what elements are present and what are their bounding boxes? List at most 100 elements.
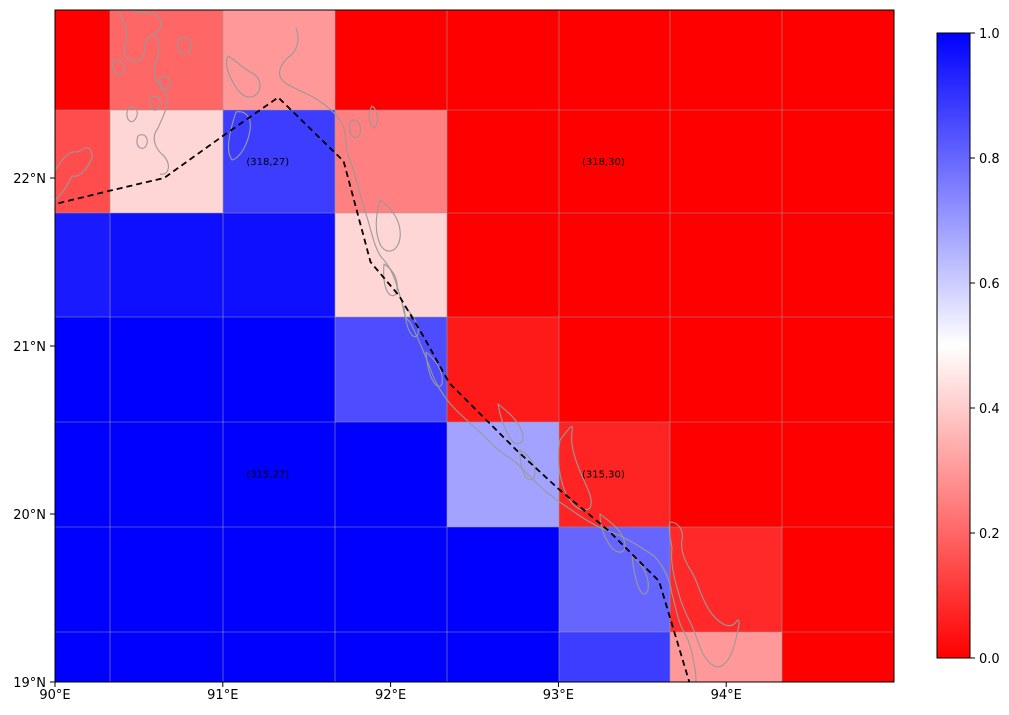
gridlines — [55, 10, 894, 682]
cell-label: (318,30) — [582, 157, 625, 168]
heatmap-cell — [55, 110, 110, 213]
y-tick-label: 20°N — [13, 508, 46, 523]
x-axis: 90°E 91°E 92°E 93°E 94°E — [39, 682, 742, 703]
colorbar-ticks: 0.0 0.2 0.4 0.6 0.8 1.0 — [970, 27, 1000, 667]
coastline-delta-1 — [117, 10, 169, 175]
coastline-myanmar-5 — [631, 555, 649, 595]
heatmap-cell — [335, 110, 447, 213]
heatmap-cell — [782, 10, 894, 110]
coastline-myanmar-2 — [519, 449, 536, 481]
heatmap-cell — [559, 422, 670, 527]
colorbar-tick-label: 0.2 — [979, 527, 1000, 542]
heatmap-cell — [670, 632, 782, 682]
heatmap-cell — [110, 632, 223, 682]
heatmap-cell — [335, 527, 447, 632]
heatmap-cell — [782, 527, 894, 632]
heatmap-cell — [55, 632, 110, 682]
coastline-estuary-3 — [403, 305, 419, 338]
heatmap-cell — [110, 213, 223, 317]
heatmap-cell — [447, 317, 559, 422]
heatmap-cell — [110, 317, 223, 422]
heatmap-cell — [559, 317, 670, 422]
heatmap-cell — [447, 10, 559, 110]
heatmap-cells — [55, 10, 894, 682]
coastline-chittagong — [279, 27, 697, 682]
heatmap-cell — [110, 10, 223, 110]
heatmap-cell — [559, 213, 670, 317]
cell-label: (318,27) — [246, 157, 289, 168]
heatmap-cell — [335, 10, 447, 110]
heatmap-cell — [55, 527, 110, 632]
coastline-myanmar-1 — [497, 403, 524, 445]
heatmap-cell — [782, 317, 894, 422]
heatmap-cell — [447, 527, 559, 632]
coastline-delta-7 — [159, 75, 171, 90]
heatmap-cell — [559, 632, 670, 682]
cell-label: (315,27) — [246, 470, 289, 481]
coastline-hatiya — [349, 119, 361, 139]
heatmap-cell — [670, 213, 782, 317]
heatmap-cell — [782, 422, 894, 527]
coastline-estuary-2 — [383, 263, 398, 297]
heatmap-cell — [335, 422, 447, 527]
heatmap-cell — [55, 10, 110, 110]
y-axis: 22°N 21°N 20°N 19°N — [13, 172, 55, 691]
coastline-delta-9 — [225, 55, 261, 98]
heatmap-cell — [670, 317, 782, 422]
coastline-myanmar-3 — [557, 426, 592, 511]
coastline-delta-10 — [227, 111, 251, 161]
heatmap-cell — [782, 213, 894, 317]
storm-track-line — [58, 96, 691, 683]
coastline — [55, 10, 740, 682]
coastline-delta-6 — [136, 134, 148, 149]
x-tick-label: 90°E — [39, 688, 70, 703]
heatmap-cell — [223, 10, 335, 110]
coastline-sandwip — [368, 105, 379, 129]
colorbar-tick-label: 0.4 — [979, 402, 1000, 417]
heatmap-cell — [110, 110, 223, 213]
heatmap-cell — [447, 213, 559, 317]
colorbar-tick-label: 0.8 — [979, 152, 1000, 167]
heatmap-cell — [670, 110, 782, 213]
y-tick-label: 22°N — [13, 172, 46, 187]
heatmap-cell — [55, 213, 110, 317]
heatmap-cell — [223, 632, 335, 682]
colorbar-tick-label: 1.0 — [979, 27, 1000, 42]
heatmap-cell — [55, 422, 110, 527]
cell-label: (315,30) — [582, 470, 625, 481]
heatmap-cell — [559, 527, 670, 632]
x-tick-label: 92°E — [375, 688, 406, 703]
heatmap-cell — [782, 110, 894, 213]
heatmap-cell — [223, 110, 335, 213]
coastline-delta-8 — [177, 37, 192, 55]
heatmap-cell — [223, 527, 335, 632]
colorbar-tick-label: 0.0 — [979, 652, 1000, 667]
colorbar-gradient — [936, 32, 971, 659]
coastline-west — [55, 147, 93, 201]
x-tick-label: 94°E — [711, 688, 742, 703]
coastline-estuary-1 — [375, 199, 401, 252]
x-tick-label: 93°E — [543, 688, 574, 703]
colorbar-tick-label: 0.6 — [979, 277, 1000, 292]
heatmap-cell — [559, 110, 670, 213]
x-tick-label: 91°E — [207, 688, 238, 703]
coastline-delta-5 — [126, 106, 138, 123]
coastline-myanmar-6 — [668, 521, 740, 668]
heatmap-cell — [782, 632, 894, 682]
heatmap-cell — [110, 527, 223, 632]
coastline-myanmar-4 — [599, 513, 626, 553]
heatmap-cell — [223, 422, 335, 527]
colorbar: 0.0 0.2 0.4 0.6 0.8 1.0 — [936, 27, 1000, 667]
heatmap-cell — [559, 10, 670, 110]
heatmap-cell — [447, 632, 559, 682]
heatmap-cell — [335, 632, 447, 682]
heatmap-cell — [110, 422, 223, 527]
heatmap-cell — [55, 317, 110, 422]
heatmap-cell — [223, 213, 335, 317]
y-tick-label: 21°N — [13, 340, 46, 355]
heatmap-cell — [335, 213, 447, 317]
heatmap-cell — [447, 422, 559, 527]
heatmap-cell — [447, 110, 559, 213]
coastline-estuary-4 — [425, 351, 443, 387]
